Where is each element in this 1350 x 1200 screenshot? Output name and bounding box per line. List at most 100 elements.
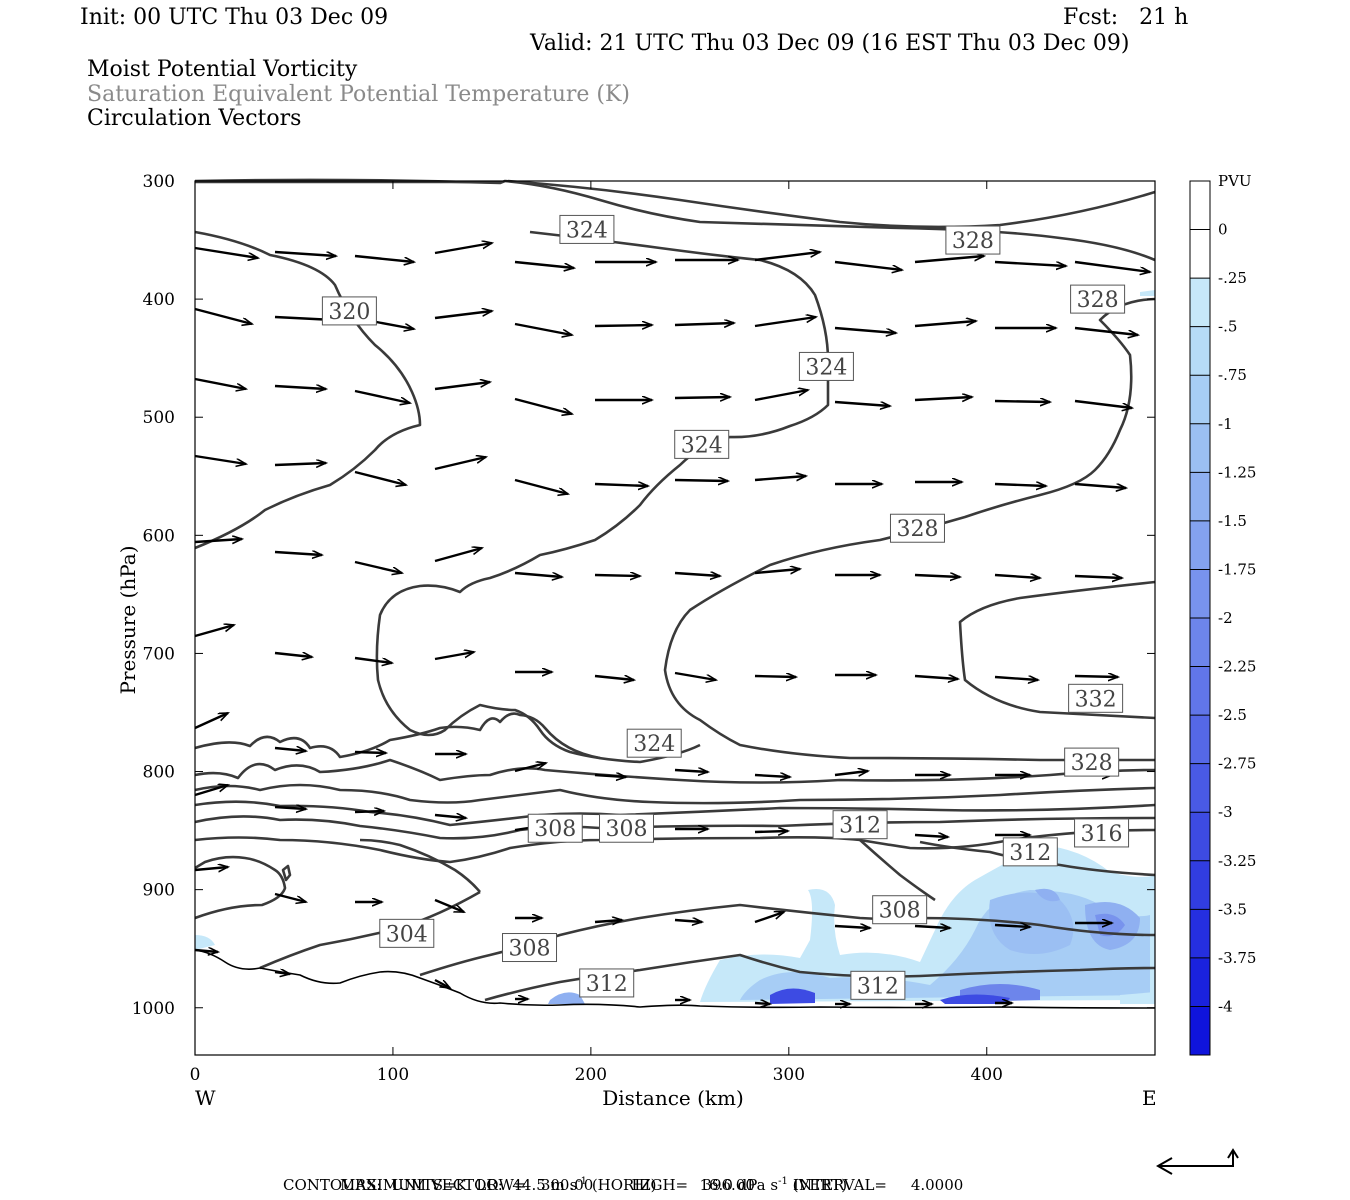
horiz-exp: -1 — [577, 1176, 588, 1187]
contour-label-box — [626, 728, 682, 758]
contour-label: 308 — [599, 813, 655, 843]
forecast-hour: Fcst: 21 h — [1063, 5, 1189, 30]
colorbar-label: -1.5 — [1218, 512, 1247, 530]
contour-label-box — [379, 918, 435, 948]
contour-label-text: 312 — [857, 974, 899, 999]
init-time: Init: 00 UTC Thu 03 Dec 09 — [80, 5, 389, 30]
contour-label-text: 324 — [566, 218, 608, 243]
x-axis-label: Distance (km) — [602, 1086, 744, 1110]
contour-label-box — [1070, 284, 1126, 314]
horiz-value: 44.5 — [512, 1176, 546, 1194]
contour-label-box — [321, 296, 377, 326]
contour-label-text: 312 — [586, 972, 628, 997]
contour-label-text: 328 — [1077, 288, 1119, 313]
colorbar-label: -3.75 — [1218, 949, 1256, 967]
contour-label: 328 — [889, 513, 945, 543]
y-axis-label: Pressure (hPa) — [116, 546, 140, 695]
colorbar-label: -4 — [1218, 997, 1233, 1015]
contour-label: 320 — [321, 296, 377, 326]
x-tick-label: 0 — [190, 1065, 201, 1085]
contour-label: 324 — [674, 429, 730, 459]
y-axis: 300 400 500 600 700 800 900 1000 — [132, 172, 1155, 1019]
colorbar-swatch — [1190, 229, 1210, 279]
x-tick-label: 400 — [971, 1065, 1003, 1085]
colorbar-label: -1 — [1218, 415, 1233, 433]
vert-tag: (VERT) — [792, 1176, 848, 1194]
contours-info: CONTOURS: UNITS=K LOW= 300.00 HIGH= 396.… — [283, 1176, 964, 1194]
circulation-vectors — [194, 243, 1150, 1004]
contour-label-text: 324 — [633, 732, 675, 757]
y-tick-label: 800 — [143, 763, 175, 783]
horiz-unit: m s — [550, 1176, 578, 1194]
y-tick-label: 900 — [143, 881, 175, 901]
colorbar-swatch — [1190, 181, 1210, 231]
contour-label: 312 — [579, 968, 635, 998]
contour-label-text: 320 — [328, 300, 370, 325]
colorbar-label: -3.25 — [1218, 852, 1256, 870]
contour-label-box — [559, 214, 615, 244]
contour-label-box — [798, 351, 854, 381]
x-tick-label: 300 — [773, 1065, 805, 1085]
vert-unit: dPa s — [737, 1176, 779, 1194]
contour-label: 324 — [798, 351, 854, 381]
x-tick-label: 200 — [575, 1065, 607, 1085]
theta-es-contours — [194, 178, 1156, 1002]
contour-label-box — [872, 895, 928, 925]
contour-label-box — [850, 970, 906, 1000]
colorbar-label: -3.5 — [1218, 900, 1247, 918]
y-tick-label: 600 — [143, 526, 175, 546]
colorbar-label: -1.25 — [1218, 463, 1256, 481]
colorbar-label: 0 — [1218, 221, 1228, 239]
contour-label: 324 — [559, 214, 615, 244]
colorbar-swatch — [1190, 618, 1210, 668]
west-label: W — [195, 1086, 216, 1110]
contour-label-text: 308 — [879, 899, 921, 924]
colorbar-swatch — [1190, 715, 1210, 765]
colorbar-swatch — [1190, 520, 1210, 570]
colorbar-label: -2 — [1218, 609, 1233, 627]
contour-label: 328 — [1070, 284, 1126, 314]
contour-label: 308 — [502, 933, 558, 963]
contour-label: 312 — [850, 970, 906, 1000]
contour-label: 328 — [1064, 747, 1120, 777]
contour-label-text: 308 — [509, 937, 551, 962]
title-mpv: Moist Potential Vorticity — [87, 57, 358, 82]
contour-label: 332 — [1068, 683, 1124, 713]
reference-vector — [1155, 1148, 1239, 1175]
contour-label-box — [1068, 683, 1124, 713]
colorbar-label: -2.75 — [1218, 755, 1256, 773]
contour-label-text: 308 — [606, 817, 648, 842]
contour-label: 312 — [832, 810, 888, 840]
colorbar-unit: PVU — [1218, 172, 1252, 190]
contour-label-box — [945, 225, 1001, 255]
max-vector-line: MAXIMUM VECTOR: 44.5 m s-1 (HORIZ) 16.0 … — [340, 1158, 847, 1193]
y-tick-label: 500 — [143, 408, 175, 428]
contour-label-text: 332 — [1075, 687, 1117, 712]
east-label: E — [1142, 1086, 1157, 1110]
contour-label-text: 304 — [386, 922, 428, 947]
contour-label-text: 312 — [1009, 841, 1051, 866]
colorbar-swatch — [1190, 666, 1210, 716]
colorbar-label: -1.75 — [1218, 560, 1256, 578]
contour-label-box — [889, 513, 945, 543]
colorbar-swatch — [1190, 472, 1210, 522]
contour-label-text: 328 — [952, 229, 994, 254]
vert-value: 16.0 — [699, 1176, 733, 1194]
contour-label: 328 — [945, 225, 1001, 255]
y-tick-label: 400 — [143, 290, 175, 310]
x-axis: 0 100 200 300 400 — [190, 181, 1003, 1085]
colorbar-label: -.75 — [1218, 366, 1247, 384]
title-theta-es: Saturation Equivalent Potential Temperat… — [87, 82, 630, 107]
y-tick-label: 300 — [143, 172, 175, 192]
contour-label-text: 312 — [839, 814, 881, 839]
contour-label: 312 — [1002, 837, 1058, 867]
colorbar-swatch — [1190, 812, 1210, 862]
contour-label-box — [527, 813, 583, 843]
plot-frame — [194, 180, 1156, 1056]
colorbar-swatch — [1190, 569, 1210, 619]
contour-label-text: 324 — [681, 433, 723, 458]
contour-label: 324 — [626, 728, 682, 758]
colorbar-swatch — [1190, 957, 1210, 1007]
contour-label-box — [674, 429, 730, 459]
